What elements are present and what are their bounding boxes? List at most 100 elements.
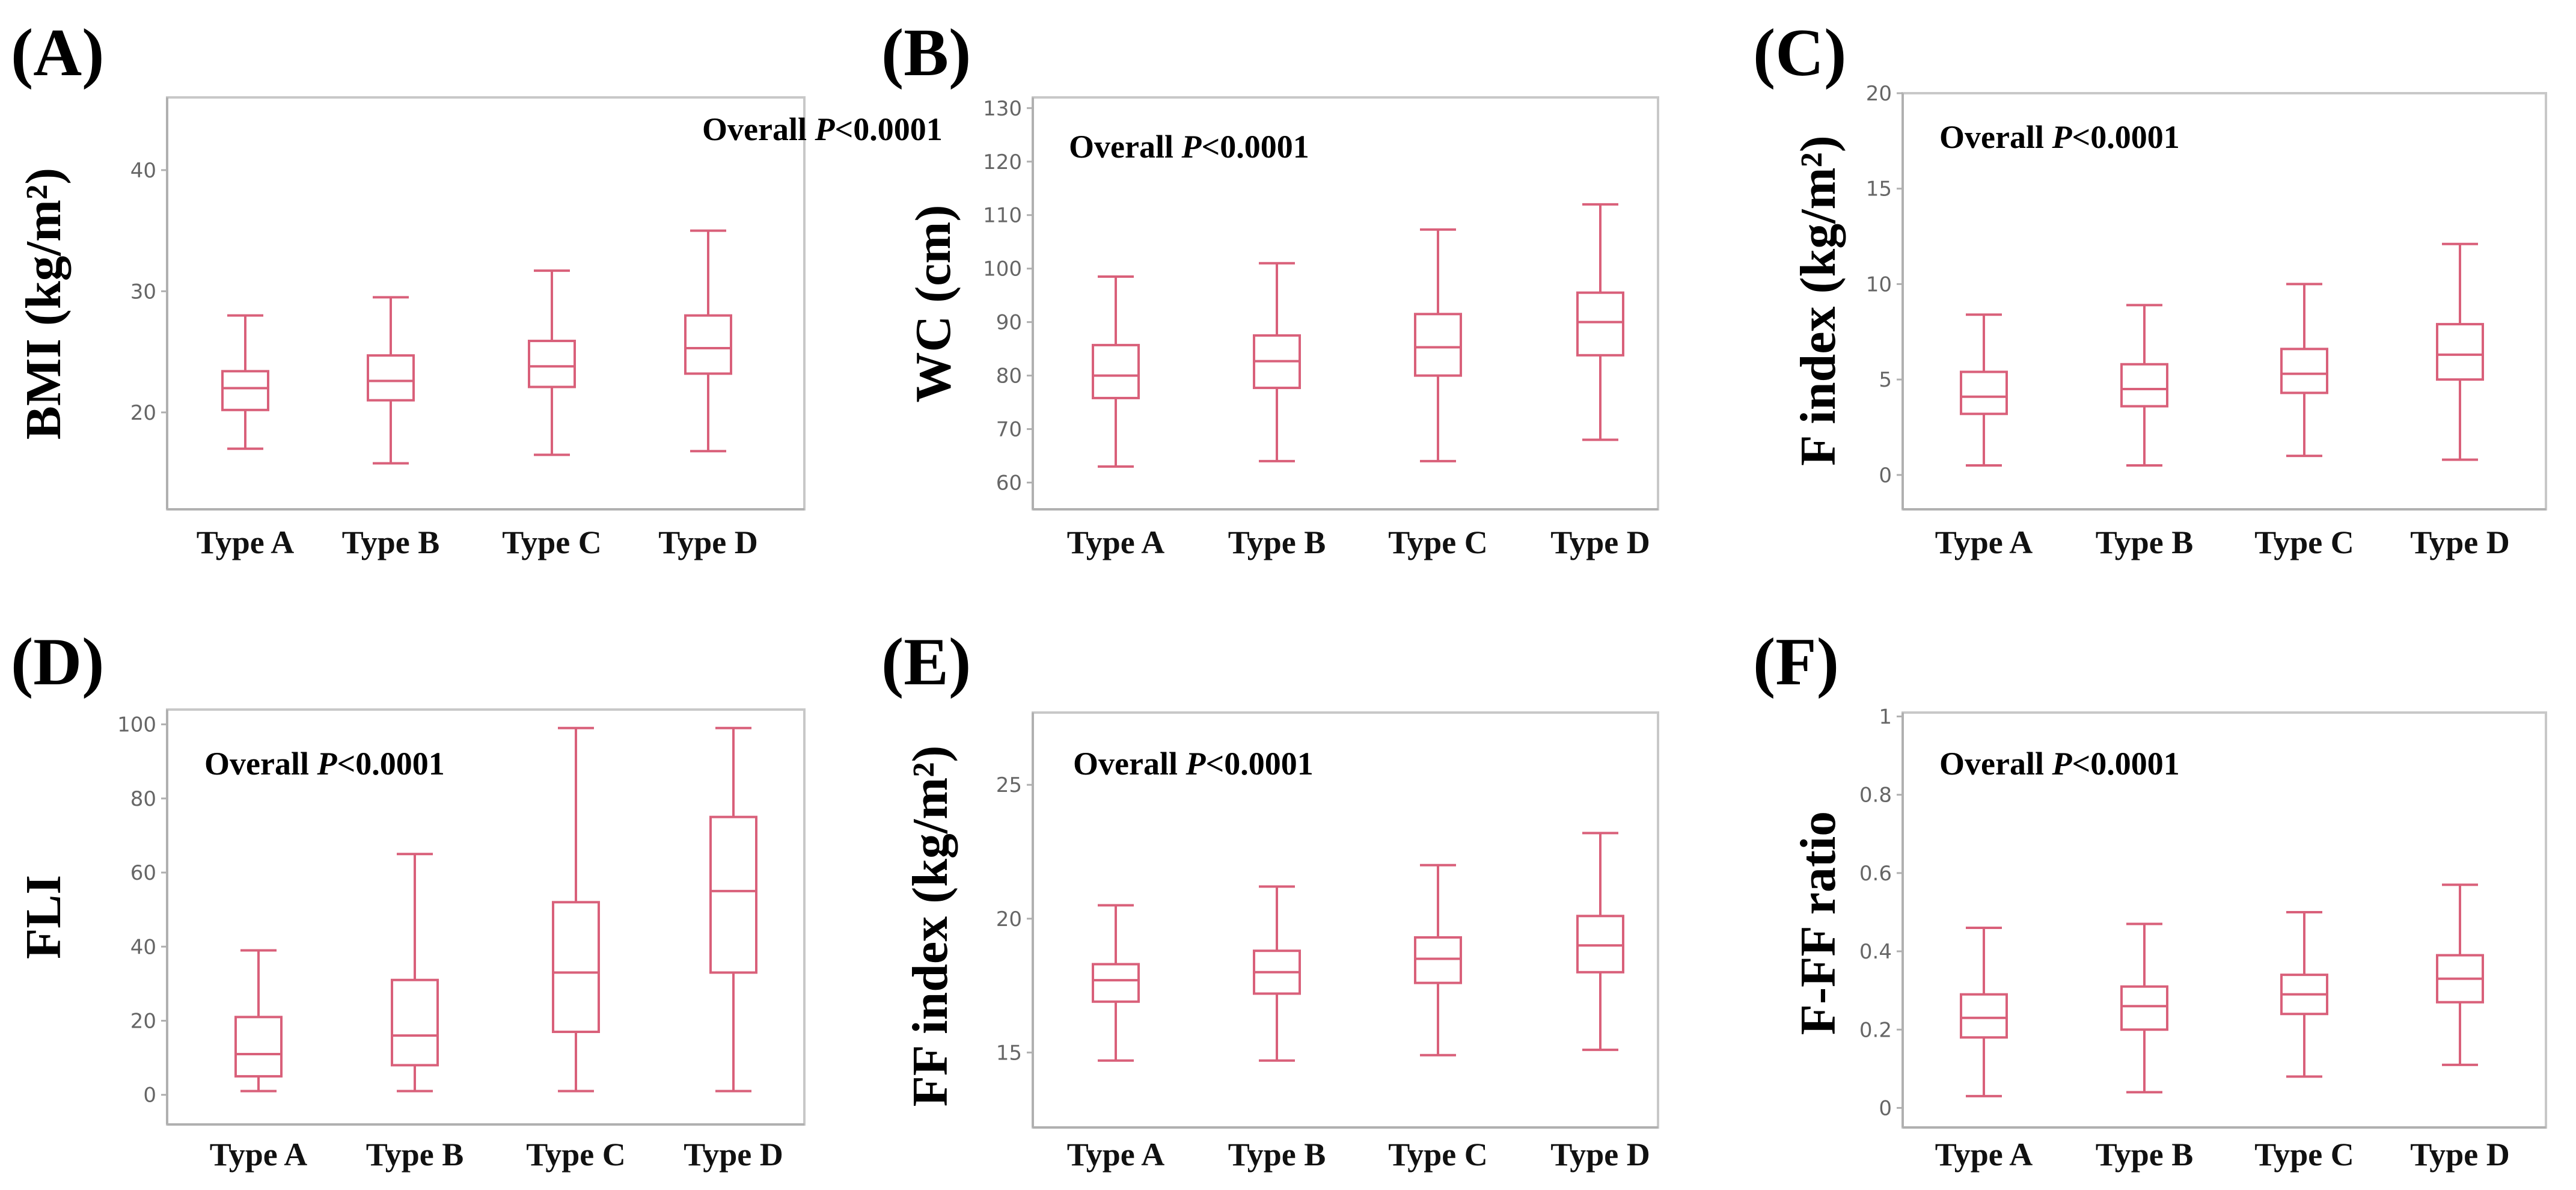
- annotation-p-symbol: P: [1181, 129, 1202, 165]
- boxplot-type-d: [2436, 883, 2484, 1066]
- y-tick-label: 20: [1866, 82, 1892, 106]
- overall-p-annotation: Overall P<0.0001: [204, 746, 445, 782]
- annotation-prefix: Overall: [204, 746, 317, 782]
- iqr-box: [367, 354, 415, 402]
- boxplot-type-d: [1576, 203, 1624, 441]
- boxplot-type-c: [1414, 228, 1462, 462]
- annotation-p-symbol: P: [2051, 119, 2072, 155]
- panel-letter: (B): [881, 16, 971, 90]
- panel-letter: (E): [881, 625, 971, 699]
- boxplot-type-c: [2280, 283, 2328, 458]
- y-tick-label: 0: [1879, 464, 1892, 488]
- boxplot-type-a: [221, 314, 269, 450]
- y-tick-label: 60: [996, 471, 1022, 495]
- y-tick-label: 20: [996, 907, 1022, 931]
- y-tick-label: 0: [1879, 1096, 1892, 1120]
- iqr-box: [684, 314, 732, 375]
- y-tick-label: 100: [117, 713, 156, 737]
- annotation-p-symbol: P: [2051, 746, 2072, 782]
- y-tick-label: 130: [983, 97, 1022, 121]
- iqr-box: [1960, 993, 2008, 1039]
- boxplot-type-a: [1092, 904, 1140, 1062]
- y-tick-label: 90: [996, 311, 1022, 335]
- panel-letter: (D): [11, 625, 104, 699]
- y-tick-label: 40: [130, 935, 156, 959]
- iqr-box: [1576, 291, 1624, 357]
- y-tick-label: 25: [996, 773, 1022, 797]
- boxplot-type-c: [552, 726, 600, 1093]
- boxplot-type-b: [2120, 922, 2168, 1094]
- y-tick-label: 30: [130, 280, 156, 304]
- annotation-p-value: <0.0001: [2072, 119, 2179, 155]
- y-tick-label: 0: [143, 1084, 156, 1108]
- category-label: Type A: [210, 1136, 308, 1173]
- y-tick-label: 0.2: [1859, 1018, 1892, 1042]
- boxplot-type-d: [684, 229, 732, 453]
- iqr-box: [528, 339, 576, 388]
- annotation-p-value: <0.0001: [1201, 129, 1309, 165]
- y-tick-label: 20: [130, 401, 156, 425]
- boxplot-type-c: [1414, 863, 1462, 1057]
- category-label: Type D: [2410, 524, 2510, 560]
- y-axis-label: BMI (kg/m²): [16, 168, 72, 440]
- category-label: Type C: [2254, 524, 2354, 560]
- annotation-p-value: <0.0001: [337, 746, 444, 782]
- chart-panel-d: (D) 0 20 40 60 80 100 FLI Overall P<0.0001 Type A…: [11, 625, 806, 1173]
- iqr-box: [2280, 348, 2328, 394]
- boxplot-type-c: [528, 269, 576, 456]
- category-label: Type C: [2254, 1136, 2354, 1173]
- category-label: Type D: [658, 524, 758, 560]
- category-label: Type A: [1067, 524, 1165, 560]
- category-label: Type C: [526, 1136, 626, 1173]
- category-label: Type A: [1935, 524, 2033, 560]
- boxplot-type-a: [1960, 927, 2008, 1097]
- annotation-p-symbol: P: [814, 111, 835, 147]
- iqr-box: [1960, 370, 2008, 416]
- category-label: Type C: [1388, 524, 1488, 560]
- boxplot-type-b: [367, 296, 415, 465]
- plot-frame: [1901, 92, 2547, 511]
- y-tick-label: 0.8: [1859, 784, 1892, 808]
- y-tick-label: 15: [996, 1041, 1022, 1065]
- iqr-box: [391, 978, 439, 1067]
- category-label: Type D: [684, 1136, 783, 1173]
- iqr-box: [1092, 963, 1140, 1003]
- y-tick-label: 15: [1866, 177, 1892, 201]
- category-label: Type B: [2096, 524, 2194, 560]
- annotation-prefix: Overall: [1073, 746, 1186, 782]
- iqr-box: [2120, 985, 2168, 1031]
- boxplot-type-a: [234, 949, 283, 1093]
- category-label: Type B: [2096, 1136, 2194, 1173]
- iqr-box: [2120, 363, 2168, 408]
- iqr-box: [2436, 323, 2484, 381]
- boxplot-type-d: [1576, 832, 1624, 1051]
- y-tick-label: 60: [130, 861, 156, 885]
- category-label: Type A: [1067, 1136, 1165, 1173]
- overall-p-annotation: Overall P<0.0001: [1939, 746, 2180, 782]
- y-tick-label: 40: [130, 159, 156, 183]
- y-tick-label: 0.4: [1859, 940, 1892, 964]
- panel-letter: (A): [11, 16, 104, 90]
- boxplot-type-b: [1253, 262, 1301, 462]
- y-tick-label: 70: [996, 418, 1022, 442]
- iqr-box: [234, 1016, 283, 1078]
- y-axis-label: WC (cm): [905, 205, 961, 403]
- y-tick-label: 0.6: [1859, 862, 1892, 886]
- iqr-box: [1092, 343, 1140, 399]
- y-tick-label: 80: [130, 787, 156, 811]
- category-label: Type B: [1228, 1136, 1326, 1173]
- plot-frame: [1901, 711, 2547, 1129]
- annotation-p-symbol: P: [316, 746, 337, 782]
- y-tick-label: 20: [130, 1010, 156, 1034]
- y-tick-label: 1: [1879, 705, 1892, 729]
- y-tick-label: 5: [1879, 368, 1892, 392]
- overall-p-annotation: Overall P<0.0001: [1939, 119, 2180, 155]
- y-axis-label: FF index (kg/m²): [902, 746, 958, 1107]
- y-axis-label: F-FF ratio: [1790, 811, 1846, 1035]
- chart-panel-f: (F) 0 0.2 0.4 0.6 0.8 1 F-FF ratio Overall P<0.0…: [1753, 625, 2547, 1173]
- plot-frame: [166, 708, 806, 1126]
- annotation-p-value: <0.0001: [834, 111, 942, 147]
- y-axis-label: F index (kg/m²): [1790, 135, 1846, 465]
- boxplot-type-b: [391, 853, 439, 1093]
